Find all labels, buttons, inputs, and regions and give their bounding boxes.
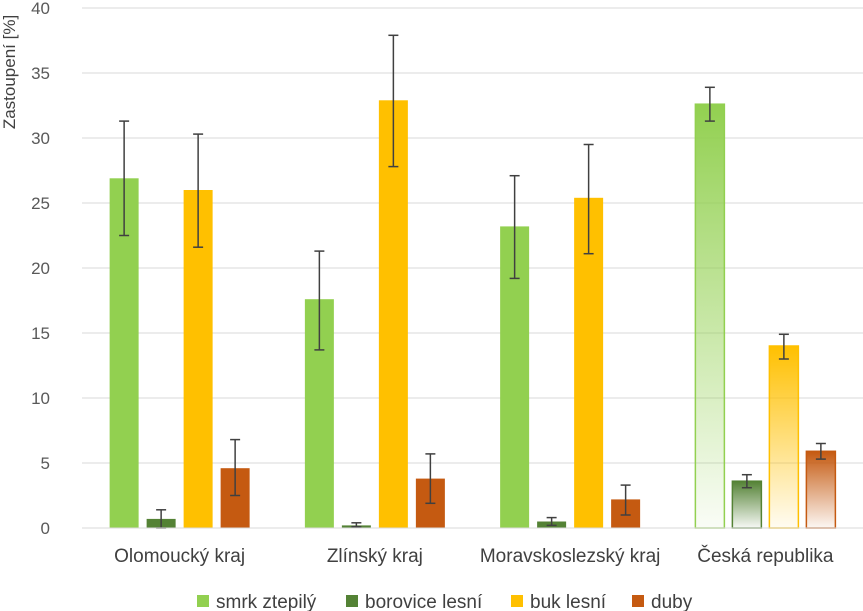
legend-item[interactable]: buk lesní [511, 592, 607, 611]
y-tick-label: 25 [31, 194, 50, 213]
legend[interactable]: smrk ztepilý borovice lesní buk lesní duby [197, 592, 693, 611]
y-tick-label: 20 [31, 259, 50, 278]
legend-label: smrk ztepilý [216, 592, 317, 611]
x-category-label: Moravskoslezský kraj [480, 546, 661, 567]
y-tick-label: 35 [31, 64, 50, 83]
x-category-label: Česká republika [697, 545, 834, 567]
x-axis-categories: Olomoucký kraj Zlínský kraj Moravskoslezsk… [114, 545, 834, 567]
bar-duby [805, 450, 837, 529]
legend-swatch [197, 595, 209, 607]
legend-item[interactable]: borovice lesní [346, 592, 483, 611]
y-tick-label: 15 [31, 324, 50, 343]
x-category-label: Zlínský kraj [327, 546, 423, 567]
legend-label: borovice lesní [365, 592, 483, 611]
legend-item[interactable]: duby [632, 592, 693, 611]
bars [109, 34, 837, 529]
y-tick-label: 0 [41, 519, 50, 538]
legend-swatch [346, 595, 358, 607]
y-axis-label: Zastoupení [%] [0, 15, 19, 129]
y-tick-label: 5 [41, 454, 50, 473]
y-tick-label: 40 [31, 0, 50, 18]
bar-buk-lesní [768, 345, 800, 529]
bar-smrk-ztepilý [694, 103, 726, 529]
legend-swatch [511, 595, 523, 607]
bar-smrk-ztepilý [109, 178, 139, 529]
legend-item[interactable]: smrk ztepilý [197, 592, 317, 611]
y-tick-label: 30 [31, 129, 50, 148]
bar-buk-lesní [378, 100, 408, 529]
legend-label: duby [651, 592, 693, 611]
y-axis-ticks: 0 5 10 15 20 25 30 35 40 [31, 0, 50, 538]
legend-swatch [632, 595, 644, 607]
x-category-label: Olomoucký kraj [114, 546, 245, 567]
legend-label: buk lesní [530, 592, 607, 611]
y-tick-label: 10 [31, 389, 50, 408]
